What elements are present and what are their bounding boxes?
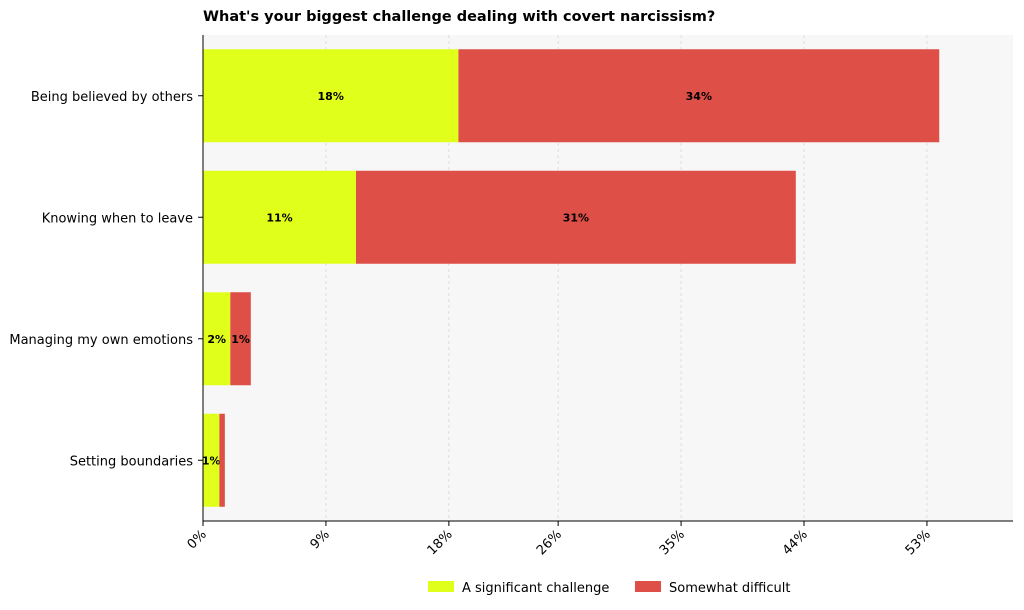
data-label: 1% bbox=[231, 333, 250, 346]
bar-segment bbox=[203, 49, 459, 143]
bars: 18% 34% 11% 31% 2% 1% 1% bbox=[202, 49, 940, 507]
legend-swatch bbox=[635, 581, 661, 592]
bar-segment bbox=[203, 292, 231, 386]
x-tick-label: 0% bbox=[185, 527, 210, 552]
x-tick-label: 18% bbox=[425, 527, 456, 558]
axes bbox=[202, 35, 1013, 522]
bar-segment bbox=[458, 49, 940, 143]
legend-swatch bbox=[428, 581, 454, 592]
category-label: Knowing when to leave bbox=[42, 211, 193, 226]
data-label: 31% bbox=[563, 211, 589, 224]
x-tick-label: 53% bbox=[903, 527, 934, 558]
data-label: 11% bbox=[266, 211, 292, 224]
x-tick-labels: 0% 9% 18% 26% 35% 44% 53% bbox=[185, 527, 934, 558]
bar-segment bbox=[230, 292, 251, 386]
x-tick-label: 35% bbox=[657, 527, 688, 558]
category-label: Being believed by others bbox=[31, 90, 193, 105]
category-label: Managing my own emotions bbox=[9, 333, 193, 348]
legend-label: A significant challenge bbox=[462, 581, 609, 596]
legend-label: Somewhat difficult bbox=[669, 581, 790, 596]
legend: A significant challenge Somewhat difficul… bbox=[428, 581, 790, 596]
data-label: 18% bbox=[318, 90, 344, 103]
data-label: 2% bbox=[207, 333, 226, 346]
chart-title: What's your biggest challenge dealing wi… bbox=[203, 9, 715, 25]
bar-segment bbox=[203, 170, 356, 264]
bar-segment bbox=[203, 413, 220, 507]
bar-segment bbox=[355, 170, 796, 264]
x-tick-label: 26% bbox=[534, 527, 565, 558]
data-label: 1% bbox=[202, 454, 221, 467]
y-tick-labels: Being believed by others Knowing when to … bbox=[9, 90, 203, 469]
x-tick-label: 9% bbox=[308, 527, 333, 552]
x-tick-label: 44% bbox=[780, 527, 811, 558]
data-label: 34% bbox=[686, 90, 712, 103]
category-label: Setting boundaries bbox=[70, 454, 194, 469]
bar-segment bbox=[219, 413, 225, 507]
